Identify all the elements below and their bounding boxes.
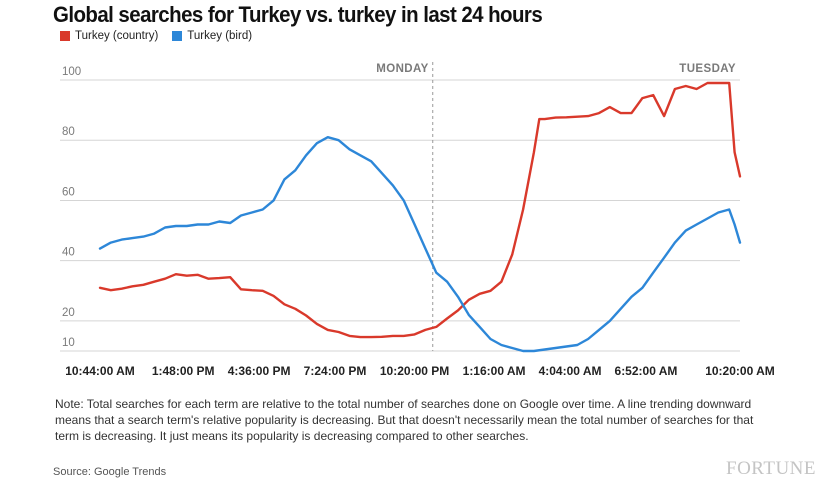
day-marker-label: MONDAY: [376, 63, 428, 75]
legend-item-bird: Turkey (bird): [172, 30, 252, 42]
legend: Turkey (country) Turkey (bird): [60, 30, 252, 42]
legend-label-bird: Turkey (bird): [187, 30, 253, 42]
x-tick-label: 1:48:00 PM: [152, 364, 215, 378]
series-line-turkey-country: [98, 81, 742, 339]
source-text: Source: Google Trends: [53, 466, 167, 478]
legend-swatch-country: [60, 31, 70, 41]
x-tick-label: 10:20:00 PM: [380, 364, 449, 378]
legend-swatch-bird: [172, 31, 183, 41]
note-text: Note: Total searches for each term are r…: [55, 397, 754, 443]
x-tick-label: 10:20:00 AM: [705, 364, 775, 378]
y-tick-label: 80: [62, 126, 75, 138]
x-tick-label: 10:44:00 AM: [65, 364, 135, 378]
day-marker-label: TUESDAY: [679, 63, 736, 75]
x-tick-label: 1:16:00 AM: [463, 364, 526, 378]
y-tick-label: 10: [62, 337, 75, 349]
fortune-logo: FORTUNE: [726, 458, 816, 479]
x-tick-label: 4:36:00 PM: [228, 364, 291, 378]
series-line-turkey-bird: [98, 135, 742, 353]
x-tick-label: 6:52:00 AM: [615, 364, 678, 378]
y-tick-label: 60: [62, 186, 75, 198]
x-tick-label: 4:04:00 AM: [539, 364, 602, 378]
y-tick-label: 100: [62, 66, 81, 78]
x-tick-label: 7:24:00 PM: [304, 364, 367, 378]
y-tick-label: 40: [62, 247, 75, 259]
y-tick-label: 20: [62, 307, 75, 319]
chart-title: Global searches for Turkey vs. turkey in…: [53, 2, 543, 27]
line-chart: 10 20 40 60 80 100 MONDAY TUESDAY 10:44:00 AM 1:4…: [60, 62, 775, 378]
legend-item-country: Turkey (country): [60, 30, 158, 42]
legend-label-country: Turkey (country): [75, 30, 159, 42]
